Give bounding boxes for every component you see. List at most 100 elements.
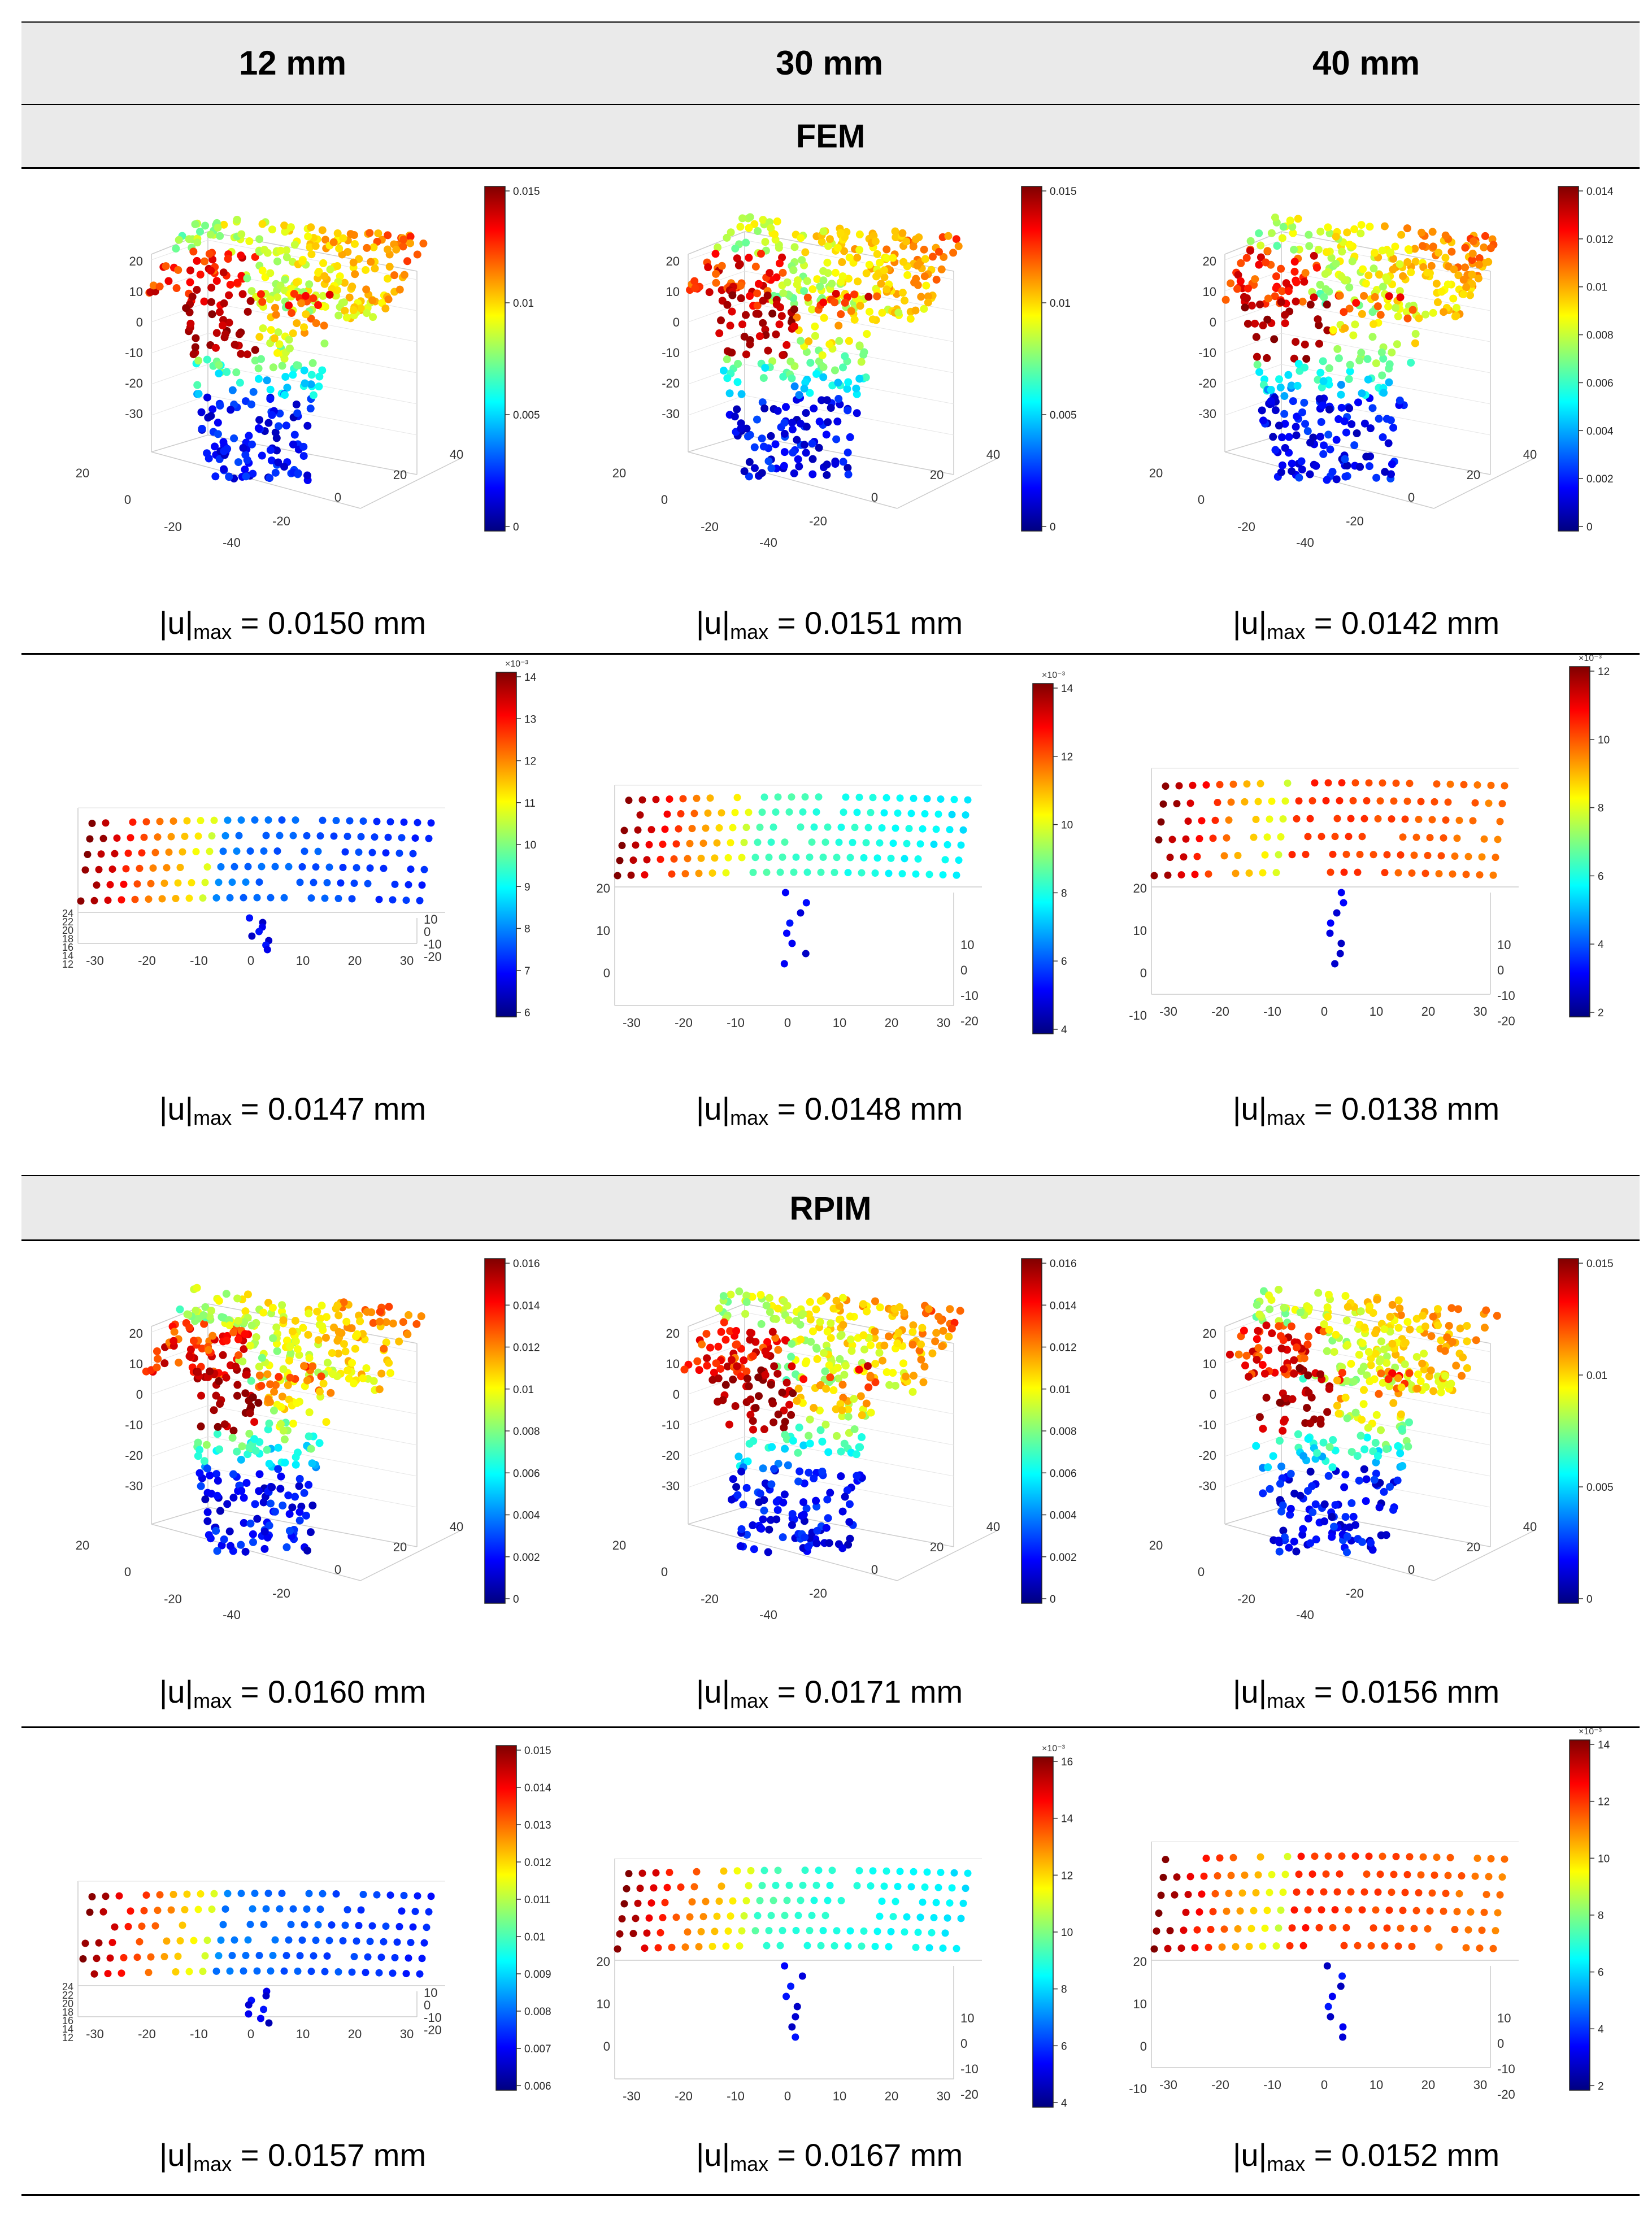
data-point bbox=[355, 849, 363, 856]
data-point bbox=[1259, 416, 1267, 425]
data-point bbox=[1300, 398, 1308, 407]
data-point bbox=[871, 1378, 880, 1386]
data-point bbox=[189, 350, 198, 359]
data-point bbox=[1290, 1356, 1298, 1364]
data-point bbox=[194, 832, 202, 840]
data-point bbox=[808, 838, 816, 846]
y-tick-label: 20 bbox=[1149, 1538, 1163, 1552]
data-point bbox=[288, 1503, 297, 1512]
data-point bbox=[771, 230, 779, 238]
data-point bbox=[1292, 297, 1300, 306]
data-point bbox=[286, 223, 295, 232]
data-point bbox=[916, 840, 924, 848]
data-point bbox=[373, 817, 381, 825]
data-point bbox=[792, 1370, 800, 1378]
data-point bbox=[1325, 1325, 1333, 1334]
colorbar-tick-label: 13 bbox=[524, 713, 536, 725]
data-point bbox=[787, 1352, 795, 1361]
data-point bbox=[840, 247, 849, 255]
data-point bbox=[779, 351, 787, 359]
data-point bbox=[179, 1921, 186, 1929]
data-point bbox=[1289, 229, 1297, 237]
data-point bbox=[892, 824, 899, 832]
data-point bbox=[1259, 869, 1267, 877]
data-point bbox=[1461, 263, 1470, 272]
data-point bbox=[1395, 396, 1404, 404]
data-point bbox=[1290, 354, 1298, 363]
data-point bbox=[761, 1370, 770, 1379]
data-point bbox=[749, 1417, 757, 1425]
data-point bbox=[1280, 1533, 1289, 1542]
data-point bbox=[1320, 1500, 1329, 1508]
figure-panel: -30 -20 -10 0 10 20 3020100-10100-10-201412108… bbox=[1129, 1727, 1610, 2101]
data-point bbox=[750, 464, 759, 472]
data-point bbox=[244, 1936, 252, 1944]
side-tick-label: -10 bbox=[424, 937, 442, 951]
data-point bbox=[862, 839, 870, 847]
data-point bbox=[849, 838, 857, 846]
data-point bbox=[756, 823, 764, 831]
x-tick-label: -20 bbox=[809, 1586, 827, 1600]
data-point bbox=[402, 1970, 410, 1978]
data-point bbox=[1423, 268, 1432, 277]
data-point bbox=[300, 366, 308, 375]
data-point bbox=[300, 323, 308, 332]
data-point bbox=[219, 321, 227, 330]
data-point bbox=[703, 1361, 711, 1370]
data-point bbox=[308, 1459, 316, 1468]
data-point bbox=[956, 1307, 964, 1315]
data-point bbox=[1358, 310, 1366, 318]
data-point bbox=[1360, 1386, 1368, 1394]
data-point bbox=[817, 1942, 825, 1950]
colorbar-tick-label: 0.01 bbox=[513, 298, 534, 310]
data-point bbox=[876, 839, 884, 847]
data-point bbox=[1253, 1356, 1261, 1364]
data-point bbox=[666, 1869, 673, 1877]
data-point bbox=[1290, 267, 1299, 276]
data-point bbox=[353, 864, 360, 872]
data-point bbox=[677, 1883, 685, 1891]
data-point bbox=[1310, 293, 1318, 302]
data-point bbox=[1426, 1907, 1434, 1915]
data-point bbox=[307, 1968, 315, 1976]
data-point bbox=[934, 1312, 943, 1321]
data-point bbox=[647, 826, 655, 834]
y-tick-label: -20 bbox=[1237, 1592, 1255, 1606]
data-point bbox=[1386, 248, 1395, 256]
data-point bbox=[246, 1342, 254, 1350]
x-tick-label: -20 bbox=[272, 1586, 290, 1600]
data-point bbox=[194, 1315, 202, 1323]
data-point bbox=[223, 1337, 231, 1345]
data-point bbox=[1254, 1326, 1262, 1335]
data-point bbox=[319, 1380, 328, 1388]
data-point bbox=[1333, 1888, 1341, 1896]
data-point bbox=[843, 385, 851, 393]
data-point bbox=[691, 284, 699, 293]
data-point bbox=[321, 1968, 329, 1976]
data-point bbox=[844, 869, 852, 877]
data-point bbox=[767, 1912, 775, 1920]
data-point bbox=[727, 839, 734, 847]
data-point bbox=[1340, 1942, 1348, 1950]
data-point bbox=[253, 1967, 261, 1975]
data-point bbox=[1372, 473, 1381, 482]
data-point bbox=[245, 432, 253, 440]
data-point bbox=[1389, 1506, 1398, 1514]
data-point bbox=[318, 1322, 327, 1330]
data-point bbox=[908, 1328, 917, 1336]
data-point bbox=[1180, 1926, 1188, 1934]
data-point bbox=[267, 894, 275, 902]
data-point bbox=[876, 1912, 884, 1920]
data-point bbox=[1418, 1359, 1427, 1368]
data-point bbox=[1331, 1446, 1340, 1455]
data-point bbox=[253, 894, 261, 902]
data-point bbox=[753, 415, 761, 424]
data-point bbox=[215, 878, 223, 886]
data-point bbox=[797, 823, 805, 831]
z-tick-label: 0 bbox=[673, 1387, 680, 1402]
colorbar-tick-label: 4 bbox=[1061, 1024, 1067, 1036]
data-point bbox=[1316, 280, 1324, 289]
data-point bbox=[808, 1327, 817, 1335]
data-point bbox=[291, 1493, 299, 1501]
data-point bbox=[764, 346, 772, 355]
